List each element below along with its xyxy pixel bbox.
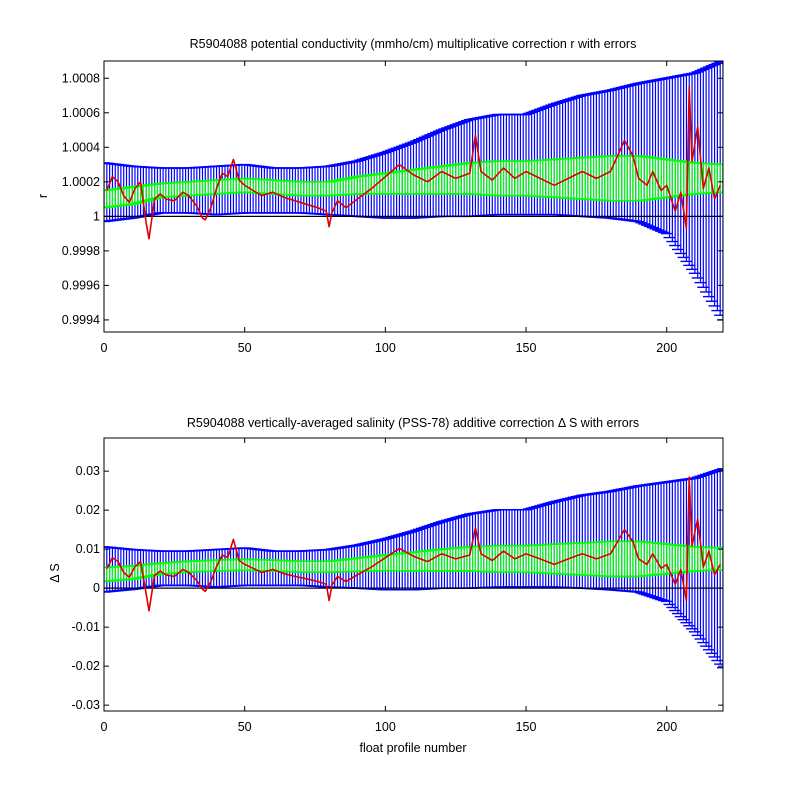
y-tick-label: 1: [93, 209, 100, 223]
green-error-series: [104, 155, 723, 209]
y-tick-label: -0.02: [72, 659, 101, 673]
red-correction-line: [106, 476, 721, 612]
x-tick-label: 50: [238, 341, 252, 355]
y-tick-label: 0.02: [76, 503, 100, 517]
y-tick-label: 0.9998: [62, 244, 100, 258]
bottom-y-axis-label: Δ S: [48, 563, 62, 582]
top-plot-area: 0 50 100 150 200 0.9994 0.9996 0.9998 1 1.0002 1.0…: [62, 60, 724, 355]
bottom-chart-title: R5904088 vertically-averaged salinity (P…: [187, 416, 639, 430]
y-tick-label: 1.0002: [62, 175, 100, 189]
x-tick-label: 0: [101, 341, 108, 355]
y-tick-label: 0.01: [76, 542, 100, 556]
y-tick-label: 0.9994: [62, 313, 100, 327]
x-tick-label: 200: [656, 341, 677, 355]
y-tick-label: 0.9996: [62, 278, 100, 292]
red-correction-line: [106, 86, 721, 240]
y-tick-label: 0.03: [76, 464, 100, 478]
top-chart-title: R5904088 potential conductivity (mmho/cm…: [190, 37, 637, 51]
y-tick-label: 1.0008: [62, 71, 100, 85]
x-tick-label: 150: [516, 720, 537, 734]
y-tick-label: -0.03: [72, 698, 101, 712]
x-tick-label: 150: [516, 341, 537, 355]
top-y-axis-label: r: [36, 194, 50, 198]
axes-frame: [103, 437, 724, 712]
y-tick-label: -0.01: [72, 620, 101, 634]
y-tick-label: 1.0006: [62, 106, 100, 120]
x-tick-label: 0: [101, 720, 108, 734]
axes-frame: [103, 60, 724, 333]
plot-content: [104, 468, 723, 669]
green-error-series: [104, 540, 723, 583]
x-tick-label: 100: [375, 341, 396, 355]
y-tick-label: 0: [93, 581, 100, 595]
bottom-panel: R5904088 vertically-averaged salinity (P…: [48, 416, 724, 755]
x-tick-label: 50: [238, 720, 252, 734]
bottom-plot-area: 0 50 100 150 200 -0.03 -0.02 -0.01 0 0.01 0.02 0.03: [72, 437, 724, 734]
bottom-x-axis-label: float profile number: [359, 741, 466, 755]
top-panel: R5904088 potential conductivity (mmho/cm…: [36, 37, 724, 355]
x-tick-label: 100: [375, 720, 396, 734]
y-tick-label: 1.0004: [62, 140, 100, 154]
plot-content: [104, 61, 723, 321]
x-tick-label: 200: [656, 720, 677, 734]
